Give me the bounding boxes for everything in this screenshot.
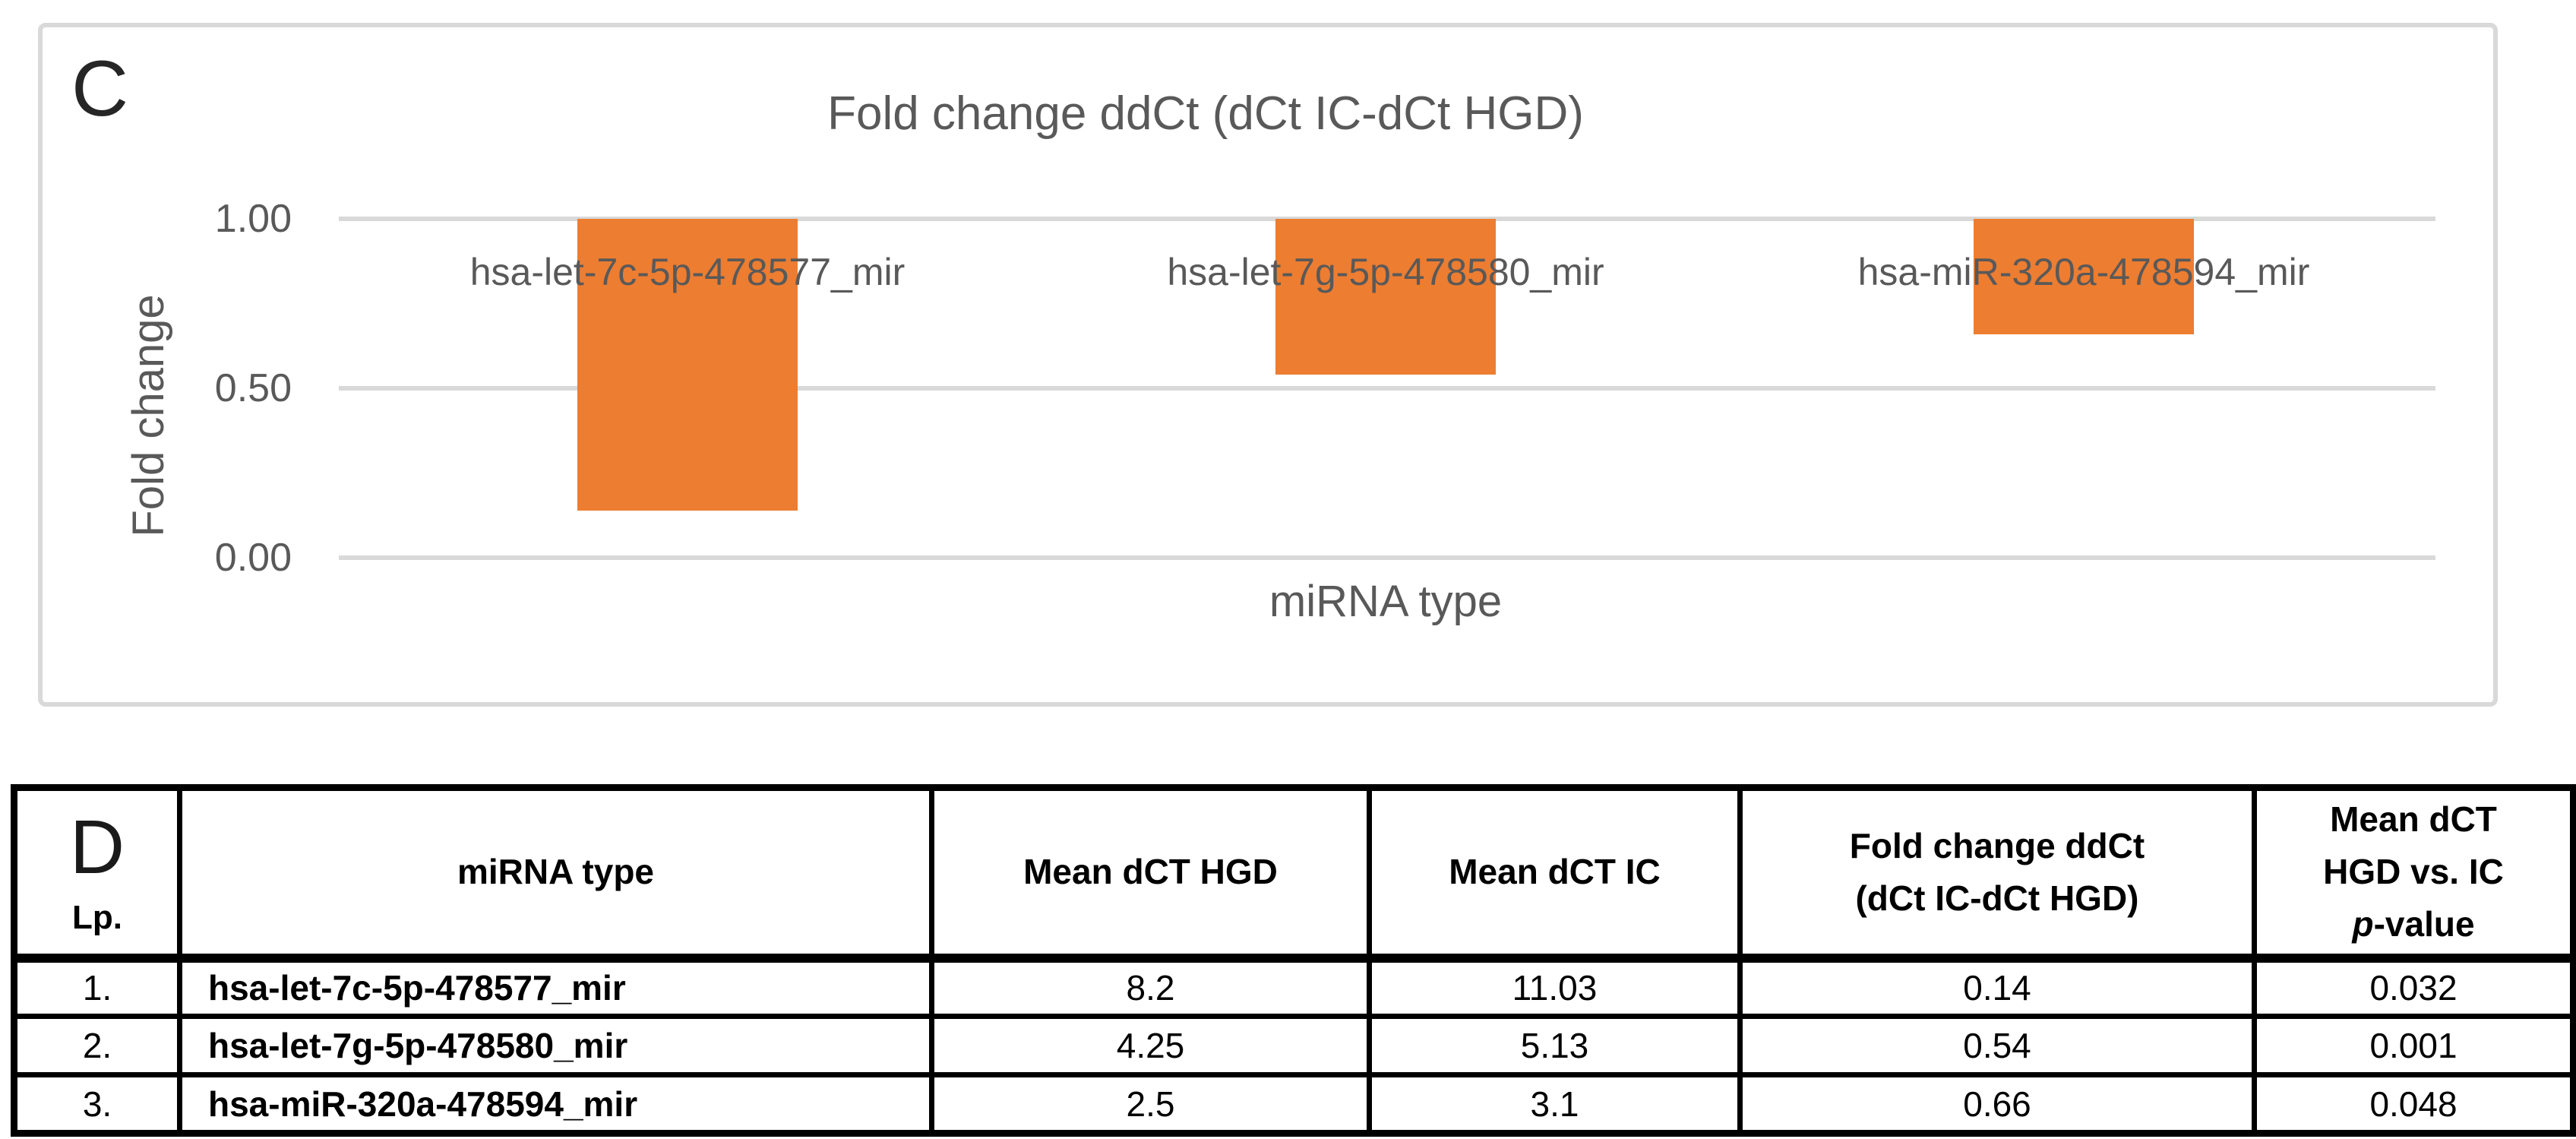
y-axis-title: Fold change — [124, 294, 173, 537]
header-mean-dct-hgd: Mean dCT HGD — [929, 785, 1372, 963]
gridline-0-00 — [339, 555, 2435, 560]
y-tick-label: 1.00 — [214, 197, 292, 241]
fold-change-value: 0.14 — [1737, 955, 2257, 1019]
category-label: hsa-let-7g-5p-478580_mir — [1167, 251, 1604, 293]
chart-panel: C Fold change ddCt (dCt IC-dCt HGD) 1.00… — [38, 23, 2498, 707]
x-axis-title: miRNA type — [1269, 577, 1503, 626]
chart-bar — [577, 219, 798, 511]
header-p-value-line1: Mean dCT — [2330, 799, 2497, 840]
table-row: 2. hsa-let-7g-5p-478580_mir 4.25 5.13 0.… — [11, 1014, 2576, 1077]
chart-title: Fold change ddCt (dCt IC-dCt HGD) — [827, 87, 1584, 140]
results-table: D Lp. miRNA type Mean dCT HGD Mean dCT I… — [11, 784, 2576, 1137]
mean-dct-ic-value: 5.13 — [1367, 1014, 1743, 1077]
header-lp: D Lp. — [11, 785, 182, 963]
header-mean-dct-ic: Mean dCT IC — [1367, 785, 1743, 963]
y-tick-label: 0.00 — [214, 536, 292, 580]
header-lp-label: Lp. — [72, 898, 122, 936]
category-label: hsa-miR-320a-478594_mir — [1857, 251, 2310, 293]
row-number: 1. — [11, 955, 182, 1019]
chart-bar — [1275, 219, 1496, 375]
p-value: 0.001 — [2252, 1014, 2576, 1077]
header-fold-change-line1: Fold change ddCt — [1849, 825, 2145, 865]
fold-change-value: 0.54 — [1737, 1014, 2257, 1077]
mean-dct-ic-value: 3.1 — [1367, 1072, 1743, 1136]
mean-dct-hgd-value: 4.25 — [929, 1014, 1372, 1077]
fold-change-value: 0.66 — [1737, 1072, 2257, 1136]
row-number: 3. — [11, 1072, 182, 1136]
header-p-rest: -value — [2373, 904, 2475, 944]
table-row: 3. hsa-miR-320a-478594_mir 2.5 3.1 0.66 … — [11, 1072, 2576, 1136]
mirna-name: hsa-let-7g-5p-478580_mir — [177, 1014, 934, 1077]
mirna-name: hsa-let-7c-5p-478577_mir — [177, 955, 934, 1019]
mean-dct-hgd-value: 8.2 — [929, 955, 1372, 1019]
header-p-italic: p — [2352, 904, 2374, 944]
panel-letter-d: D — [69, 805, 125, 890]
header-p-value: Mean dCT HGD vs. IC p-value — [2252, 785, 2576, 963]
chart-bar — [1974, 219, 2194, 334]
row-number: 2. — [11, 1014, 182, 1077]
p-value: 0.048 — [2252, 1072, 2576, 1136]
gridline-0-50 — [339, 386, 2435, 391]
header-mirna-type: miRNA type — [177, 785, 934, 963]
mean-dct-ic-value: 11.03 — [1367, 955, 1743, 1019]
y-tick-label: 0.50 — [214, 366, 292, 410]
header-fold-change: Fold change ddCt (dCt IC-dCt HGD) — [1737, 785, 2257, 963]
header-p-value-line2: HGD vs. IC — [2323, 852, 2504, 892]
header-fold-change-line2: (dCt IC-dCt HGD) — [1855, 878, 2139, 918]
table-header-row: D Lp. miRNA type Mean dCT HGD Mean dCT I… — [11, 785, 2576, 963]
p-value: 0.032 — [2252, 955, 2576, 1019]
table-row: 1. hsa-let-7c-5p-478577_mir 8.2 11.03 0.… — [11, 955, 2576, 1019]
mean-dct-hgd-value: 2.5 — [929, 1072, 1372, 1136]
panel-letter-c: C — [71, 45, 129, 133]
mirna-name: hsa-miR-320a-478594_mir — [177, 1072, 934, 1136]
category-label: hsa-let-7c-5p-478577_mir — [469, 251, 906, 293]
